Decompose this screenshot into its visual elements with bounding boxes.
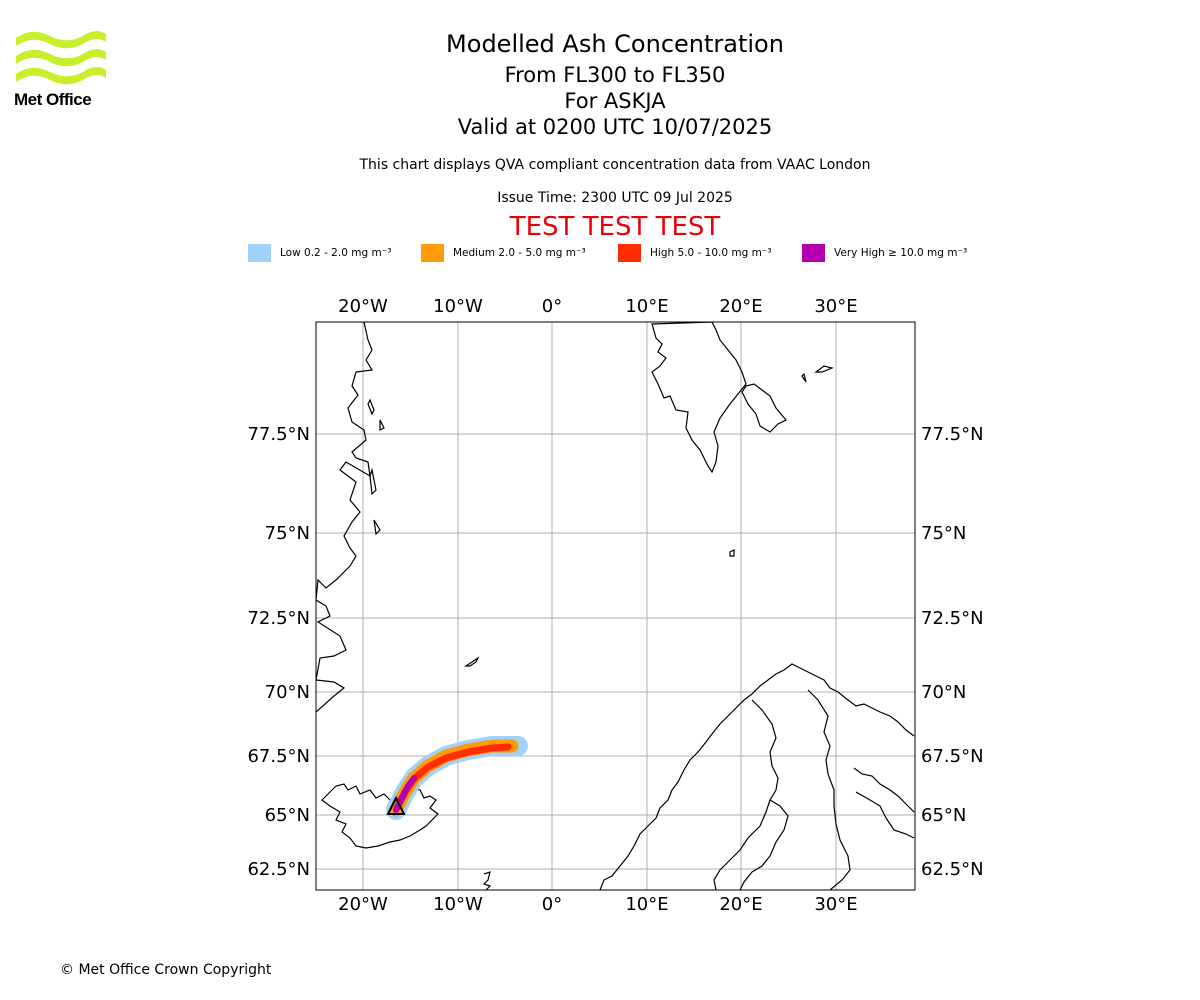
volcano-triangle-marker xyxy=(386,795,406,815)
legend-item-very-high: Very High ≥ 10.0 mg m⁻³ xyxy=(802,244,967,262)
coast-greenland-fjord xyxy=(367,398,385,536)
coast-faroes xyxy=(482,871,492,890)
lon-label-top: 20°W xyxy=(338,296,388,317)
lon-label-bottom: 20°W xyxy=(338,894,388,915)
lat-label-left: 65°N xyxy=(265,805,310,826)
coast-bear-island xyxy=(729,549,735,557)
lat-label-right: 67.5°N xyxy=(921,746,984,767)
met-office-logo: Met Office xyxy=(14,30,109,112)
coast-norway xyxy=(599,663,915,890)
legend-swatch-high xyxy=(618,244,641,262)
copyright: © Met Office Crown Copyright xyxy=(60,962,272,978)
lon-label-top: 30°E xyxy=(814,296,857,317)
lat-label-right: 72.5°N xyxy=(921,608,984,629)
test-banner: TEST TEST TEST xyxy=(509,212,721,242)
lat-label-left: 70°N xyxy=(265,682,310,703)
coast-finland-russia xyxy=(853,767,915,813)
coastlines xyxy=(316,322,915,890)
lon-label-bottom: 10°W xyxy=(433,894,483,915)
lat-label-left: 77.5°N xyxy=(247,424,310,445)
legend-label-very-high: Very High ≥ 10.0 mg m⁻³ xyxy=(834,247,968,259)
legend-swatch-very-high xyxy=(802,244,825,262)
coast-greenland xyxy=(316,322,373,713)
lat-label-right: 62.5°N xyxy=(921,859,984,880)
flight-levels: From FL300 to FL350 xyxy=(504,63,726,87)
chart-title: Modelled Ash Concentration xyxy=(446,30,784,58)
volcano-name: For ASKJA xyxy=(564,89,666,113)
legend-item-medium: Medium 2.0 - 5.0 mg m⁻³ xyxy=(421,244,586,262)
legend-label-low: Low 0.2 - 2.0 mg m⁻³ xyxy=(280,247,392,259)
lon-label-bottom: 0° xyxy=(542,894,562,915)
coast-baltic xyxy=(739,799,789,890)
issue-time: Issue Time: 2300 UTC 09 Jul 2025 xyxy=(497,190,733,206)
coast-svalbard xyxy=(651,322,747,474)
lon-label-bottom: 20°E xyxy=(719,894,762,915)
legend-item-low: Low 0.2 - 2.0 mg m⁻³ xyxy=(248,244,391,262)
logo-text: Met Office xyxy=(14,90,92,109)
legend-label-medium: Medium 2.0 - 5.0 mg m⁻³ xyxy=(453,247,586,259)
graticule xyxy=(316,322,915,890)
lat-label-left: 75°N xyxy=(265,523,310,544)
lat-label-right: 75°N xyxy=(921,523,966,544)
legend: Low 0.2 - 2.0 mg m⁻³ Medium 2.0 - 5.0 mg… xyxy=(248,244,1008,264)
lat-label-left: 62.5°N xyxy=(247,859,310,880)
map-frame xyxy=(315,321,916,891)
lat-label-left: 72.5°N xyxy=(247,608,310,629)
lon-label-bottom: 10°E xyxy=(625,894,668,915)
valid-time: Valid at 0200 UTC 10/07/2025 xyxy=(457,115,773,139)
lon-label-top: 20°E xyxy=(719,296,762,317)
border-sweden-finland xyxy=(807,689,851,890)
coast-iceland xyxy=(321,783,439,849)
legend-swatch-medium xyxy=(421,244,444,262)
legend-label-high: High 5.0 - 10.0 mg m⁻³ xyxy=(650,247,772,259)
border-norway-sweden xyxy=(713,699,779,890)
lon-label-top: 0° xyxy=(542,296,562,317)
compliance-note: This chart displays QVA compliant concen… xyxy=(359,157,871,173)
lon-label-top: 10°W xyxy=(433,296,483,317)
legend-swatch-low xyxy=(248,244,271,262)
coast-svalbard-east xyxy=(741,383,787,433)
coast-kola xyxy=(855,791,915,839)
legend-item-high: High 5.0 - 10.0 mg m⁻³ xyxy=(618,244,772,262)
coast-jan-mayen xyxy=(464,656,480,667)
lat-label-right: 77.5°N xyxy=(921,424,984,445)
met-office-waves-icon xyxy=(16,31,106,85)
lat-label-right: 65°N xyxy=(921,805,966,826)
axis-labels: 20°W 20°W 10°W 10°W 0° 0° 10°E 10°E 20°E 20°E 30°E… xyxy=(247,296,983,915)
coast-islands-north xyxy=(801,365,834,383)
lat-label-right: 70°N xyxy=(921,682,966,703)
lon-label-top: 10°E xyxy=(625,296,668,317)
lat-label-left: 67.5°N xyxy=(247,746,310,767)
lon-label-bottom: 30°E xyxy=(814,894,857,915)
